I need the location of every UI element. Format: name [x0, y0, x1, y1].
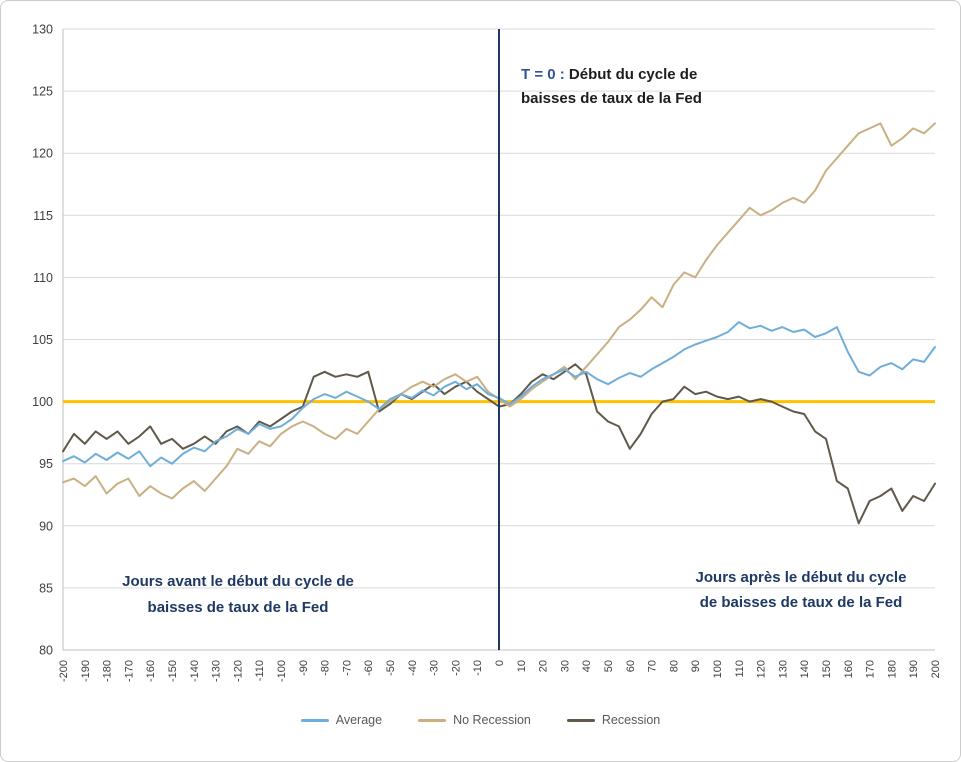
- svg-text:10: 10: [516, 660, 528, 672]
- annotation-after: Jours après le début du cycle de baisses…: [653, 565, 949, 615]
- legend-swatch-average: [300, 718, 329, 722]
- svg-text:40: 40: [581, 660, 593, 672]
- svg-text:-90: -90: [298, 660, 310, 676]
- annotation-after-line1: Jours après le début du cycle: [695, 569, 907, 586]
- annotation-t0-line2: baisses de taux de la Fed: [521, 90, 702, 107]
- legend-label-average: Average: [335, 713, 383, 727]
- legend-item-recession: Recession: [566, 713, 661, 727]
- legend-item-no-recession: No Recession: [418, 713, 531, 727]
- svg-text:-10: -10: [472, 660, 484, 676]
- svg-text:50: 50: [603, 660, 615, 672]
- annotation-before: Jours avant le début du cycle de baisses…: [83, 569, 393, 621]
- legend-item-average: Average: [300, 713, 383, 727]
- svg-text:120: 120: [756, 660, 768, 678]
- svg-text:-110: -110: [254, 660, 266, 681]
- svg-text:-130: -130: [211, 660, 223, 682]
- svg-text:-50: -50: [385, 660, 397, 676]
- svg-text:-40: -40: [407, 660, 419, 676]
- legend-swatch-recession: [566, 718, 595, 722]
- svg-text:-200: -200: [58, 660, 70, 682]
- svg-text:170: 170: [865, 660, 877, 678]
- svg-text:-180: -180: [102, 660, 114, 682]
- svg-text:20: 20: [538, 660, 550, 672]
- chart-legend: Average No Recession Recession: [1, 713, 960, 727]
- legend-swatch-no-recession: [418, 718, 447, 722]
- svg-text:130: 130: [32, 23, 53, 37]
- annotation-t0: T = 0 : Début du cycle de baisses de tau…: [521, 63, 702, 111]
- svg-text:85: 85: [39, 581, 53, 595]
- svg-text:0: 0: [494, 660, 506, 666]
- svg-text:30: 30: [559, 660, 571, 672]
- annotation-before-line1: Jours avant le début du cycle de: [122, 573, 354, 590]
- svg-text:70: 70: [647, 660, 659, 672]
- legend-label-no-recession: No Recession: [453, 713, 531, 727]
- svg-text:110: 110: [734, 660, 746, 678]
- svg-text:150: 150: [821, 660, 833, 678]
- svg-text:-60: -60: [363, 660, 375, 676]
- annotation-t0-prefix: T = 0 :: [521, 66, 565, 83]
- svg-text:160: 160: [843, 660, 855, 678]
- svg-text:110: 110: [33, 271, 53, 285]
- svg-text:120: 120: [32, 147, 53, 161]
- svg-text:-190: -190: [80, 660, 92, 682]
- svg-text:90: 90: [39, 519, 53, 533]
- svg-text:-150: -150: [167, 660, 179, 682]
- svg-text:140: 140: [799, 660, 811, 678]
- svg-text:90: 90: [690, 660, 702, 672]
- svg-text:100: 100: [712, 660, 724, 678]
- svg-text:-100: -100: [276, 660, 288, 682]
- legend-label-recession: Recession: [601, 713, 661, 727]
- annotation-t0-line1-rest: Début du cycle de: [564, 66, 698, 83]
- annotation-t0-line1: T = 0 : Début du cycle de: [521, 63, 702, 87]
- svg-text:-80: -80: [320, 660, 332, 676]
- annotation-after-line2: de baisses de taux de la Fed: [699, 594, 903, 611]
- svg-text:-20: -20: [450, 660, 462, 676]
- svg-text:95: 95: [39, 457, 53, 471]
- svg-text:-70: -70: [341, 660, 353, 676]
- svg-text:125: 125: [32, 85, 53, 99]
- svg-text:-30: -30: [429, 660, 441, 676]
- annotation-before-line2: baisses de taux de la Fed: [147, 599, 329, 616]
- svg-text:105: 105: [32, 333, 53, 347]
- svg-text:180: 180: [886, 660, 898, 678]
- svg-text:100: 100: [32, 395, 53, 409]
- svg-text:130: 130: [777, 660, 789, 678]
- svg-text:-170: -170: [123, 660, 135, 682]
- svg-text:-160: -160: [145, 660, 157, 682]
- svg-text:200: 200: [930, 660, 942, 678]
- svg-text:-120: -120: [232, 660, 244, 682]
- svg-text:80: 80: [39, 644, 53, 658]
- svg-text:60: 60: [625, 660, 637, 672]
- svg-text:-140: -140: [189, 660, 201, 682]
- svg-text:80: 80: [668, 660, 680, 672]
- svg-text:115: 115: [33, 209, 53, 223]
- svg-text:190: 190: [908, 660, 920, 678]
